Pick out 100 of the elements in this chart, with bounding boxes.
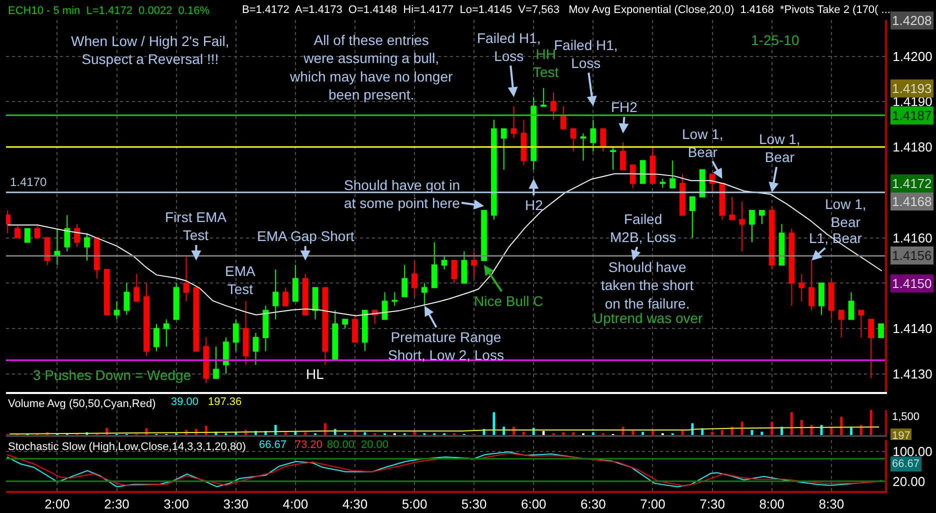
candlestick — [570, 128, 576, 152]
candlestick — [739, 200, 745, 252]
candlestick — [778, 224, 785, 266]
candlestick — [402, 264, 408, 298]
candlestick — [451, 260, 458, 284]
candlestick — [134, 274, 140, 302]
candlestick — [292, 264, 298, 302]
candlestick — [868, 318, 874, 379]
candlestick — [302, 274, 308, 316]
annotation: HL — [306, 366, 324, 382]
candlestick — [124, 282, 130, 316]
candlestick — [173, 282, 180, 320]
candlestick — [670, 160, 676, 188]
candlestick — [242, 300, 249, 366]
bar — [721, 430, 724, 435]
candlestick — [818, 282, 824, 316]
annotation: Should have got in at some point here — [344, 177, 460, 212]
y-tick-label: 100.00 — [892, 444, 932, 459]
candlestick — [660, 178, 666, 188]
y-tick-label: 1.4180 — [892, 140, 932, 155]
text: 1.4168 — [892, 194, 932, 209]
annotation: 1-25-10 — [751, 32, 800, 48]
annotation: Low 1, Bear — [682, 126, 724, 160]
text: 66.67 — [892, 458, 920, 470]
x-tick-label: 3:00 — [164, 496, 189, 512]
candlestick — [312, 287, 318, 320]
annotation: Nice Bull C — [474, 293, 544, 309]
candlestick — [580, 132, 586, 162]
candlestick — [24, 228, 30, 243]
bar — [770, 422, 774, 435]
bar — [760, 432, 764, 435]
annotation: All of these entries were assuming a bull, which may have no longer been present. — [289, 32, 453, 103]
bar — [711, 432, 714, 435]
x-tick-label: 7:00 — [640, 496, 666, 512]
annotation: Failed M2B, Loss — [610, 211, 676, 246]
x-tick-label: 6:30 — [580, 496, 606, 512]
x-tick-label: 8:30 — [818, 496, 844, 512]
y-tick-label: 1.4160 — [892, 230, 932, 246]
candlestick — [491, 119, 497, 220]
bar — [840, 416, 843, 435]
x-tick-label: 8:00 — [759, 496, 785, 512]
candlestick — [878, 323, 884, 338]
bar — [860, 425, 862, 435]
x-tick-label: 2:30 — [104, 496, 130, 512]
bar — [572, 432, 575, 435]
x-tick-label: 7:30 — [700, 496, 725, 512]
candlestick — [14, 224, 20, 238]
candlestick — [848, 292, 854, 320]
candlestick — [461, 250, 468, 284]
y-tick-label: 1.4200 — [892, 48, 932, 64]
bar — [522, 432, 525, 435]
annotation: EMA Gap Short — [257, 228, 354, 244]
candlestick — [729, 196, 736, 220]
candlestick — [64, 214, 70, 252]
bar — [364, 432, 366, 435]
candlestick — [441, 255, 448, 270]
candlestick — [322, 287, 328, 366]
candlestick — [600, 128, 606, 152]
text: 197.36 — [208, 396, 242, 408]
chart-title: Volume Avg (50,50,Cyan,Red) — [8, 398, 156, 410]
text: 197 — [892, 430, 910, 442]
candlestick — [282, 287, 288, 306]
text: 1,500 — [892, 411, 920, 423]
chart-subtitle: B=1.4172 A=1.4173 O=1.4148 Hi=1.4177 Lo=1.4145 V=7,563 Mov Avg Exponential (Close,20,0) 1.4168 *Pivots Take 2 (170( ... — [242, 4, 890, 16]
candlestick — [749, 210, 755, 243]
bar — [632, 430, 634, 435]
candlestick — [481, 210, 487, 261]
bar — [542, 431, 545, 435]
annotation: 66.67 — [259, 439, 287, 451]
annotation: 73.20 — [295, 439, 323, 451]
candlestick — [530, 96, 537, 170]
y-tick-label: 1.4130 — [892, 366, 932, 382]
annotation: Should have taken the short on the failure. — [601, 259, 694, 312]
candlestick — [342, 318, 348, 329]
candlestick — [392, 292, 398, 306]
annotation: Premature Range Short, Low 2, Loss — [388, 329, 504, 364]
candlestick — [550, 92, 556, 120]
annotation: H2 — [525, 197, 544, 213]
candlestick — [352, 314, 358, 343]
y-tick-label: 1.4140 — [892, 321, 932, 336]
candlestick — [560, 106, 566, 130]
x-tick-label: 5:30 — [461, 496, 487, 512]
candlestick — [232, 318, 239, 352]
candlestick — [680, 174, 686, 216]
candlestick — [54, 228, 60, 266]
text: 1.4172 — [892, 176, 932, 191]
candlestick — [520, 119, 527, 166]
candlestick — [808, 260, 814, 311]
bar — [870, 410, 872, 435]
candlestick — [252, 332, 259, 366]
y-tick-label: 20.00 — [892, 474, 926, 489]
candlestick — [332, 310, 338, 361]
candlestick — [510, 106, 517, 138]
annotation: Low 1, Bear — [825, 196, 866, 230]
candlestick — [431, 242, 438, 288]
candlestick — [768, 206, 775, 270]
text: 1.4193 — [892, 81, 932, 96]
candlestick — [690, 196, 696, 238]
candlestick — [262, 305, 269, 352]
text: 1.4208 — [892, 13, 932, 28]
